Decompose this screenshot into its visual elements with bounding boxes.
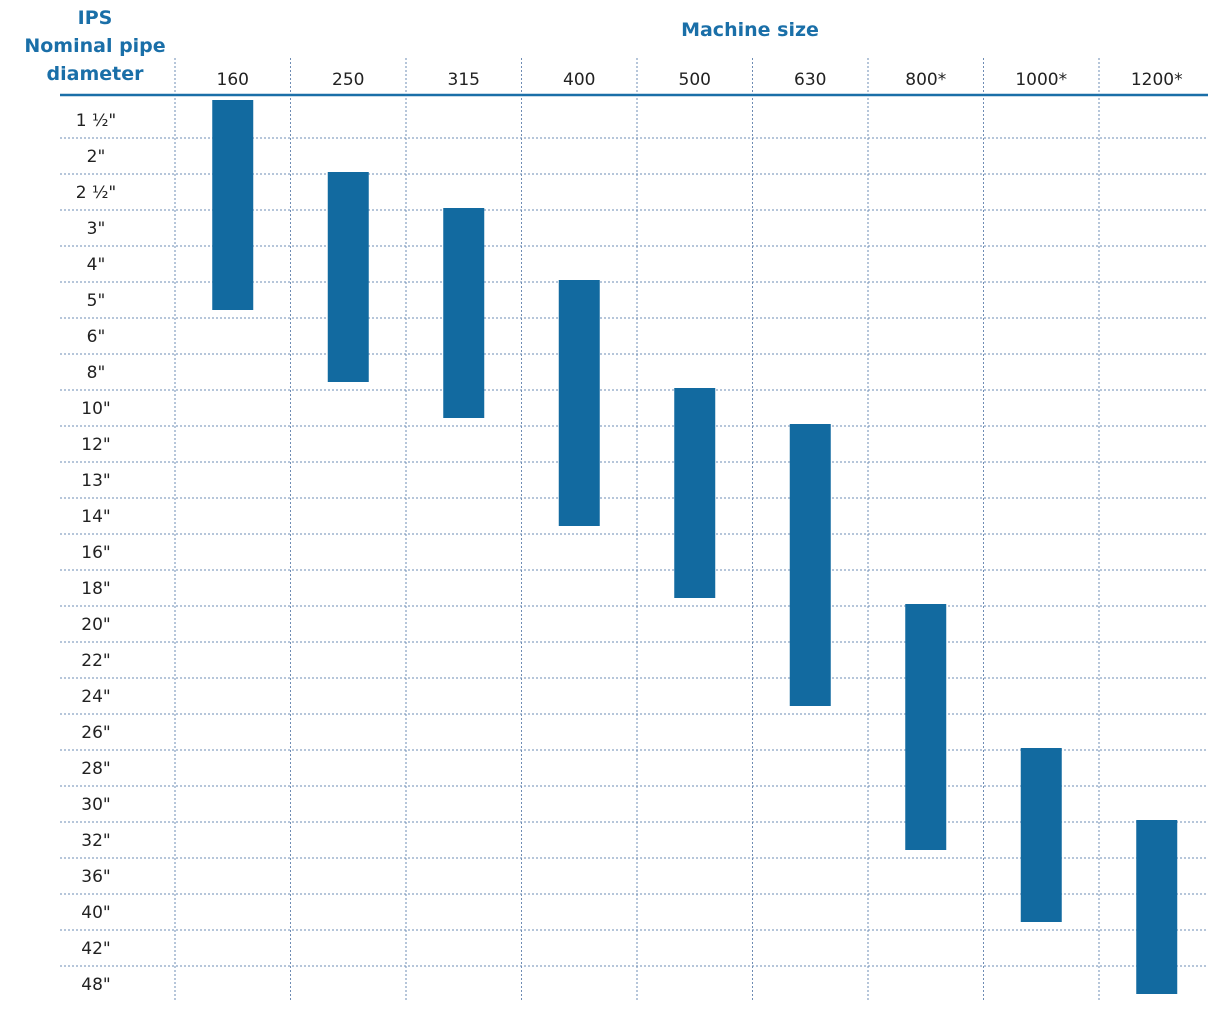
column-label: 250 [332, 70, 364, 90]
row-label: 2 ½" [76, 183, 117, 203]
row-header-line-1: IPS [78, 7, 113, 29]
range-bar-250 [327, 172, 369, 382]
row-label: 8" [87, 363, 106, 383]
row-label: 1 ½" [76, 111, 117, 131]
row-label: 28" [81, 759, 110, 779]
row-label: 3" [87, 219, 106, 239]
range-bar-400 [558, 280, 600, 526]
row-label: 18" [81, 579, 110, 599]
range-bar-1200 [1136, 820, 1178, 994]
row-label: 14" [81, 507, 110, 527]
range-bar-315 [443, 208, 485, 418]
column-label: 1200* [1131, 70, 1183, 90]
range-bars [212, 100, 1178, 994]
column-label: 500 [679, 70, 711, 90]
row-label: 24" [81, 687, 110, 707]
row-label: 10" [81, 399, 110, 419]
row-label: 32" [81, 831, 110, 851]
row-label: 36" [81, 867, 110, 887]
range-bar-160 [212, 100, 254, 310]
column-label: 1000* [1015, 70, 1067, 90]
row-label: 4" [87, 255, 106, 275]
range-bar-500 [674, 388, 716, 598]
range-bar-800 [905, 604, 947, 850]
range-bar-1000 [1020, 748, 1062, 922]
row-label: 22" [81, 651, 110, 671]
column-label: 400 [563, 70, 595, 90]
row-label: 13" [81, 471, 110, 491]
column-label: 315 [448, 70, 480, 90]
row-label: 5" [87, 291, 106, 311]
row-label: 20" [81, 615, 110, 635]
row-label: 40" [81, 903, 110, 923]
column-header: Machine size [681, 19, 819, 41]
row-header-line-3: diameter [47, 63, 145, 85]
column-label: 630 [794, 70, 826, 90]
range-bar-630 [789, 424, 831, 706]
column-label: 800* [905, 70, 946, 90]
row-label: 16" [81, 543, 110, 563]
row-label: 6" [87, 327, 106, 347]
row-label: 2" [87, 147, 106, 167]
row-label: 42" [81, 939, 110, 959]
labels: IPS Nominal pipe diameter Machine size 1… [24, 7, 1182, 995]
grid-lines [60, 58, 1208, 1002]
row-label: 48" [81, 975, 110, 995]
column-label: 160 [217, 70, 249, 90]
row-label: 12" [81, 435, 110, 455]
row-label: 26" [81, 723, 110, 743]
row-header-line-2: Nominal pipe [24, 35, 165, 57]
row-label: 30" [81, 795, 110, 815]
